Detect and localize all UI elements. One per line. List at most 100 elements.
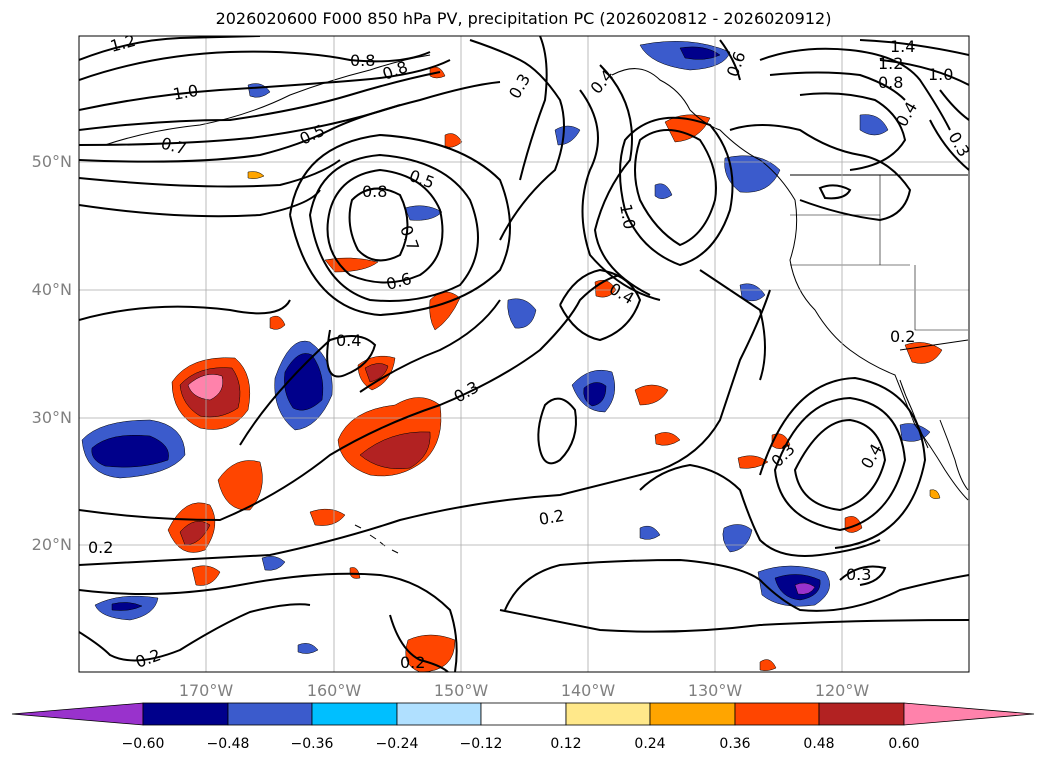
contour-label: 0.7 xyxy=(396,223,423,253)
colorbar-tick-label: −0.24 xyxy=(375,736,419,752)
pv-contour xyxy=(769,71,906,101)
pv-contour xyxy=(308,153,479,302)
contour-label: 0.2 xyxy=(537,506,565,529)
pv-contour xyxy=(239,299,501,446)
precip-negative-region xyxy=(247,83,271,98)
contour-label: 1.2 xyxy=(108,31,138,56)
pv-contour-loop xyxy=(818,184,852,200)
lon-label: 120°W xyxy=(814,681,870,700)
lon-label: 130°W xyxy=(687,681,743,700)
pv-contour xyxy=(619,116,734,267)
us-mexico-border xyxy=(899,339,969,351)
contour-label: 0.3 xyxy=(505,70,534,102)
contour-label: 0.2 xyxy=(890,327,915,346)
precip-positive-region xyxy=(429,291,461,331)
colorbar-tick-label: −0.36 xyxy=(290,736,334,752)
pv-contour xyxy=(639,463,881,557)
precip-positive-region xyxy=(654,432,681,446)
pv-contour-loop xyxy=(793,418,887,512)
pv-contour xyxy=(469,39,565,241)
precip-negative-region xyxy=(639,525,661,540)
pv-contour xyxy=(537,397,577,465)
pv-contour xyxy=(79,299,291,321)
pv-contours xyxy=(79,36,969,672)
precip-negative-region xyxy=(404,205,443,221)
precip-positive-region xyxy=(759,659,777,671)
precip-negative-region xyxy=(554,125,581,146)
lat-label: 20°N xyxy=(31,535,72,554)
pv-contour xyxy=(773,396,907,532)
pv-contour xyxy=(634,129,717,247)
colorbar-segment xyxy=(227,702,313,726)
precip-negative-region xyxy=(859,114,889,136)
contour-label: 1.0 xyxy=(171,81,199,104)
colorbar-tick-label: 0.48 xyxy=(803,736,835,752)
contour-label: 0.8 xyxy=(350,51,375,70)
gridlines xyxy=(79,36,969,672)
precip-positive-region xyxy=(217,460,263,511)
precip-negative-region xyxy=(722,524,753,553)
contour-label: 0.4 xyxy=(336,331,361,350)
lon-label: 140°W xyxy=(560,681,616,700)
contour-label: 0.4 xyxy=(892,98,921,130)
precip-positive-region xyxy=(247,171,265,179)
colorbar-segment xyxy=(142,702,229,726)
contour-label: 0.2 xyxy=(400,653,425,672)
colorbar-segment xyxy=(565,702,651,726)
contour-label: 0.7 xyxy=(159,134,189,159)
precip-positive-region xyxy=(269,315,286,330)
pv-contour xyxy=(759,376,927,549)
lat-label: 50°N xyxy=(31,152,72,171)
colorbar-tick-label: −0.60 xyxy=(121,736,165,752)
colorbar-tick-label: 0.60 xyxy=(888,736,920,752)
pv-contour xyxy=(879,59,969,86)
pv-contour xyxy=(79,289,771,566)
contour-label: 1.2 xyxy=(878,54,903,73)
contour-label: 1.0 xyxy=(928,65,953,84)
pv-contour xyxy=(939,89,969,121)
colorbar-segment xyxy=(649,702,736,726)
pv-contour xyxy=(699,269,766,381)
lon-label: 150°W xyxy=(433,681,489,700)
colorbar-tick-label: 0.24 xyxy=(634,736,666,752)
colorbar-tick-label: −0.12 xyxy=(459,736,503,752)
contour-label: 0.4 xyxy=(587,66,618,98)
precip-positive-core xyxy=(179,521,211,546)
pv-contour xyxy=(79,50,431,81)
precip-positive-region xyxy=(324,257,379,273)
pv-contour xyxy=(593,64,651,296)
precip-positive-region xyxy=(444,133,463,148)
contour-label: 1.4 xyxy=(890,37,915,56)
pv-contour xyxy=(859,39,969,56)
precip-positive-region xyxy=(634,384,669,406)
colorbar-tick-label: 0.36 xyxy=(719,736,751,752)
pv-contour xyxy=(504,558,969,612)
gulf-coastline xyxy=(939,419,969,491)
contour-label: 0.8 xyxy=(878,73,903,92)
precip-positive-core xyxy=(364,363,389,383)
precip-anomaly-fills xyxy=(81,41,943,672)
hawaii-islands xyxy=(354,524,399,554)
precip-positive-region xyxy=(737,455,769,469)
precip-negative-extreme xyxy=(794,582,816,595)
colorbar-extend-high xyxy=(903,702,1035,726)
pv-contour xyxy=(79,59,451,111)
pv-contour-loop xyxy=(348,187,409,262)
precip-positive-region xyxy=(309,508,346,526)
colorbar-extend-low xyxy=(11,702,144,726)
map-title: 2026020600 F000 850 hPa PV, precipitatio… xyxy=(215,9,832,28)
pv-contour xyxy=(579,89,661,301)
precip-positive-extreme xyxy=(187,374,223,401)
pv-contour xyxy=(79,274,621,522)
precip-negative-region xyxy=(507,298,537,329)
pv-contour xyxy=(799,92,907,171)
pv-contour xyxy=(79,36,261,61)
pv-contour xyxy=(389,614,449,672)
contour-labels: 1.2 0.8 0.8 1.0 0.7 0.5 0.8 0.5 0.7 0.6 … xyxy=(88,31,969,672)
precip-negative-region xyxy=(739,283,766,302)
lat-label: 40°N xyxy=(31,280,72,299)
pv-contour xyxy=(559,268,642,342)
precip-positive-core xyxy=(359,431,431,469)
pv-contour xyxy=(759,47,951,131)
